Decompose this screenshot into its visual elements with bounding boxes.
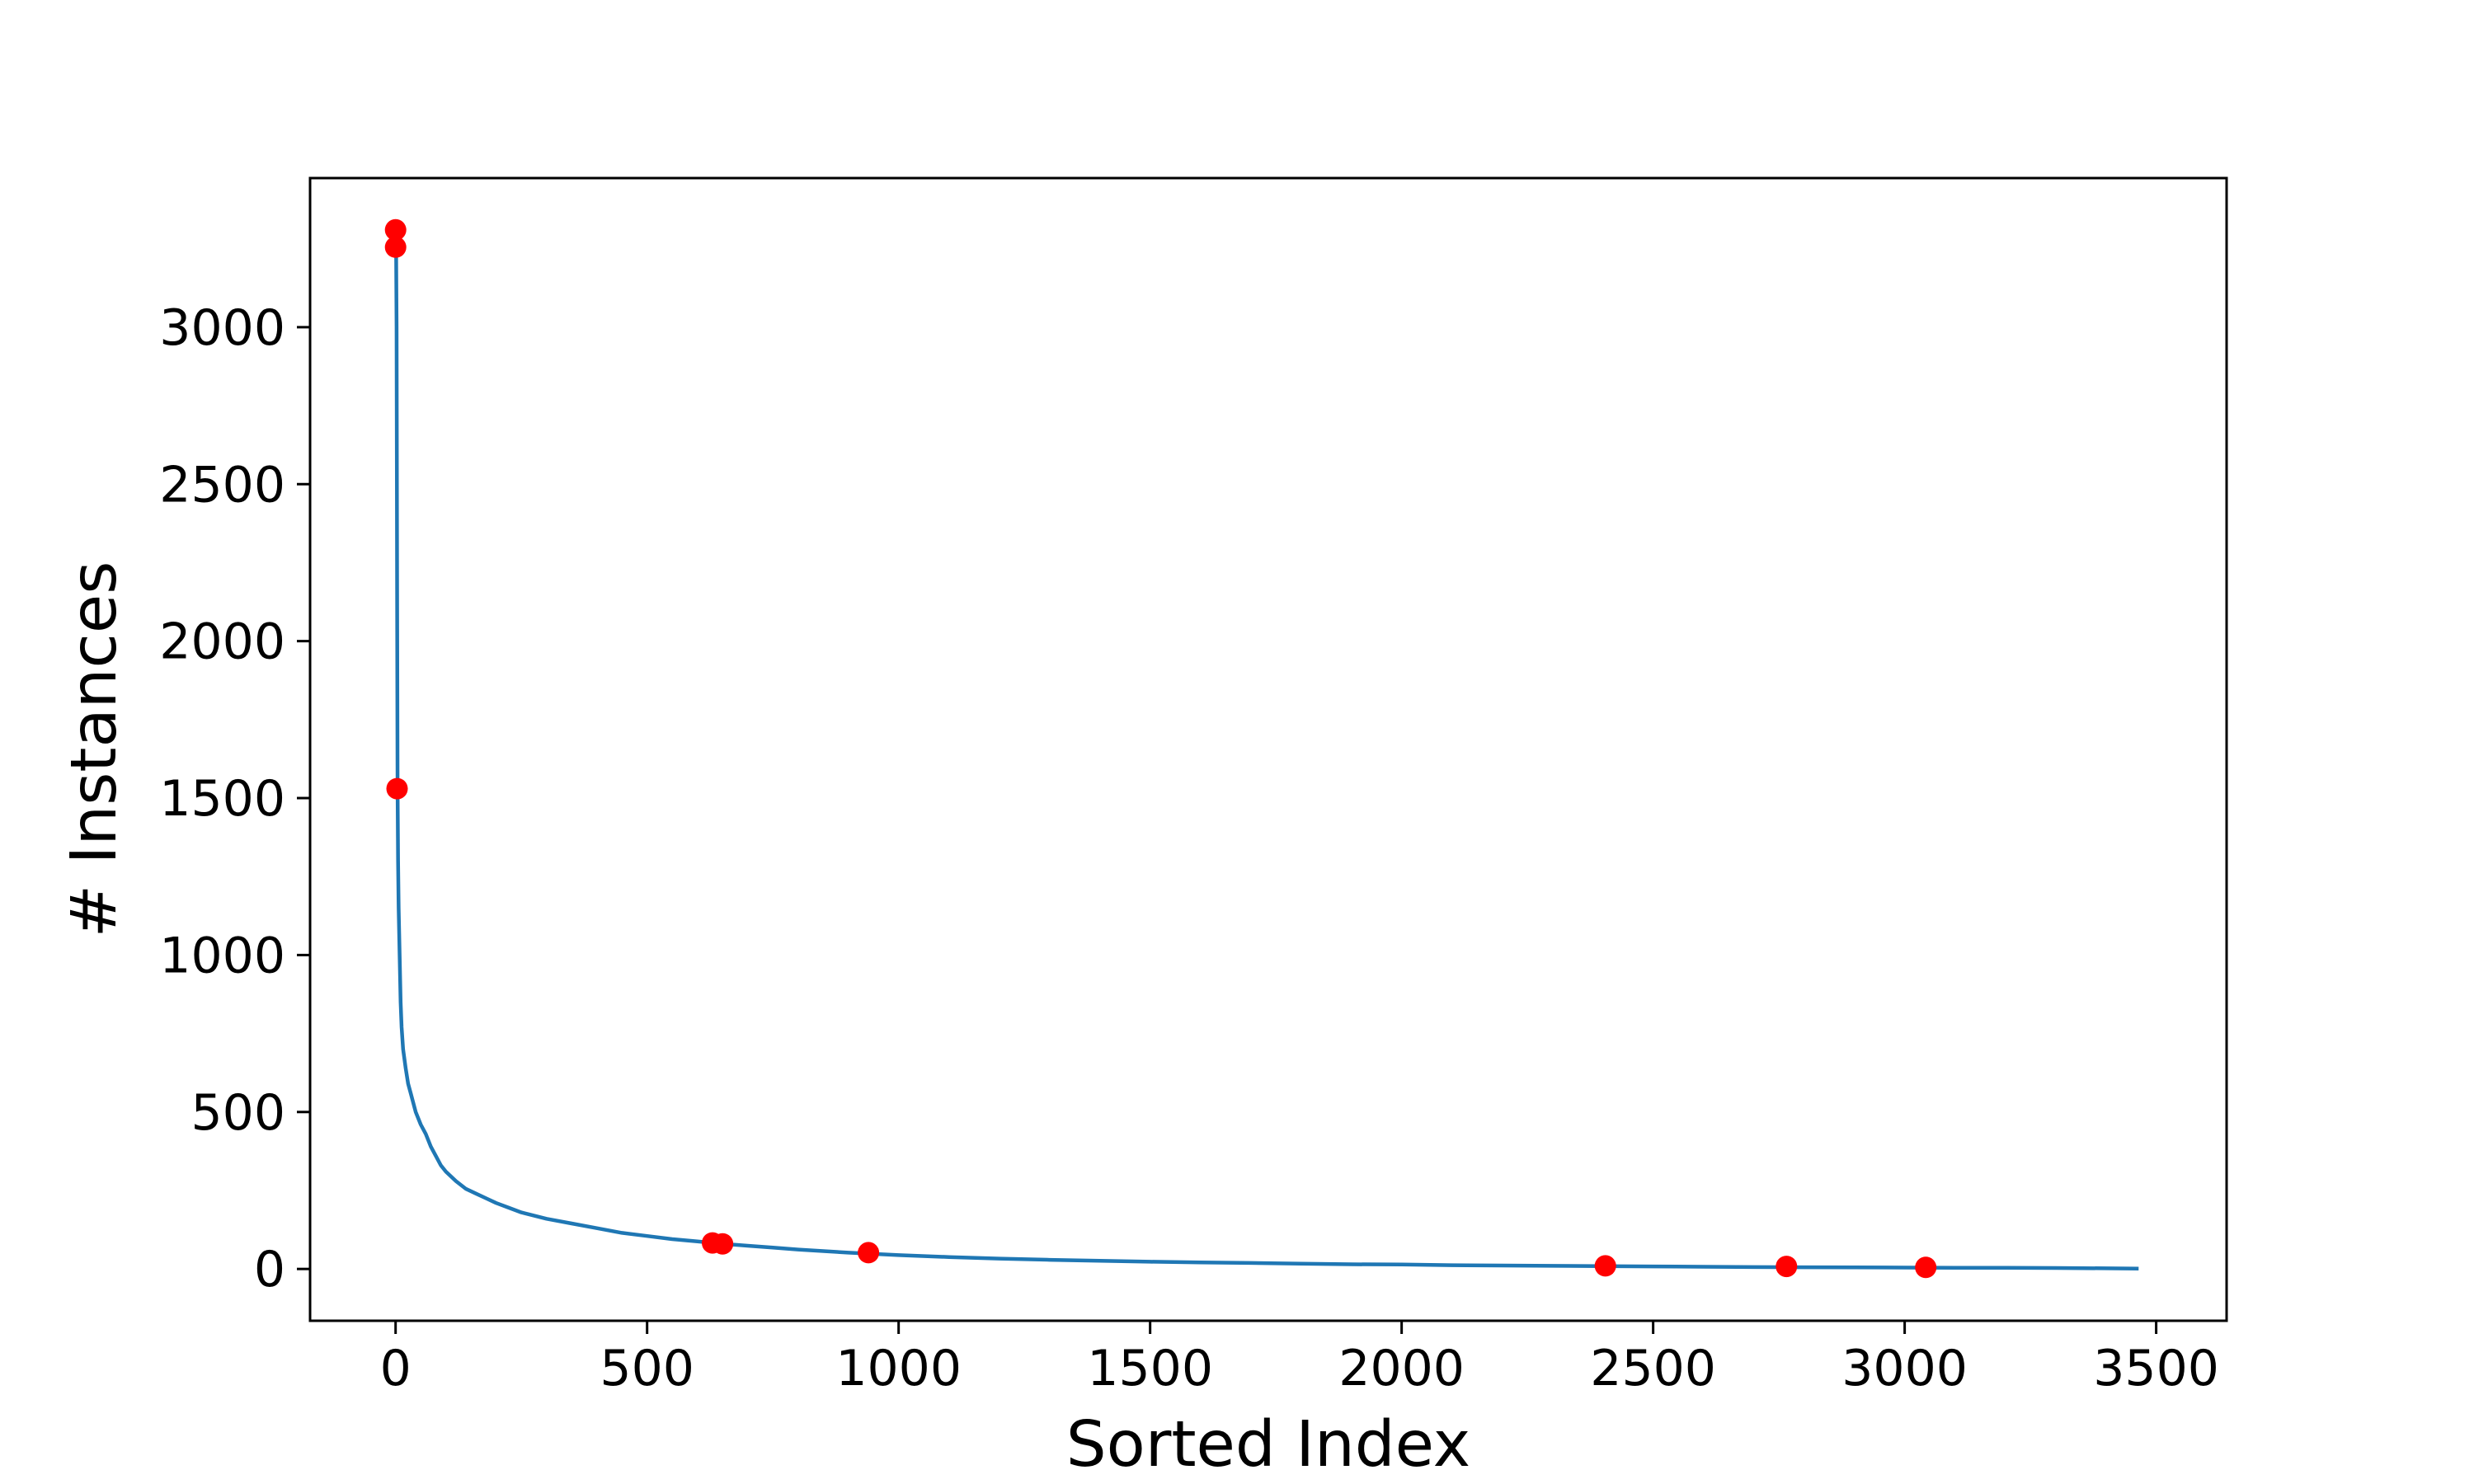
x-tick-label: 1500: [1087, 1340, 1213, 1397]
y-tick-label: 500: [190, 1084, 285, 1142]
highlight-point: [1594, 1255, 1616, 1277]
x-axis-label: Sorted Index: [1066, 1408, 1471, 1482]
y-axis-label: # Instances: [58, 561, 131, 938]
x-tick-label: 1000: [835, 1340, 962, 1397]
highlight-point: [1776, 1256, 1798, 1278]
highlight-point: [858, 1242, 880, 1264]
x-tick-label: 2500: [1590, 1340, 1716, 1397]
x-tick-label: 0: [380, 1340, 412, 1397]
highlight-point: [384, 218, 407, 241]
y-tick-label: 1000: [159, 927, 285, 984]
highlight-point: [386, 777, 408, 800]
y-tick-label: 1500: [159, 770, 285, 828]
highlight-point: [384, 236, 407, 258]
x-tick-label: 500: [600, 1340, 694, 1397]
highlight-point: [1915, 1256, 1937, 1279]
plot-area: [384, 218, 2139, 1279]
y-tick-label: 2000: [159, 613, 285, 671]
x-tick-label: 3000: [1841, 1340, 1968, 1397]
x-tick-label: 3500: [2093, 1340, 2219, 1397]
y-tick-label: 2500: [159, 456, 285, 514]
axes: 0 500 1000 1500 2000 2500 3000 3500 0 500 1000 1500…: [159, 299, 2219, 1397]
plot-frame: [308, 176, 2228, 1322]
x-tick-label: 2000: [1338, 1340, 1465, 1397]
y-tick-label: 3000: [159, 299, 285, 357]
y-tick-label: 0: [254, 1241, 285, 1298]
highlight-point: [712, 1233, 734, 1255]
